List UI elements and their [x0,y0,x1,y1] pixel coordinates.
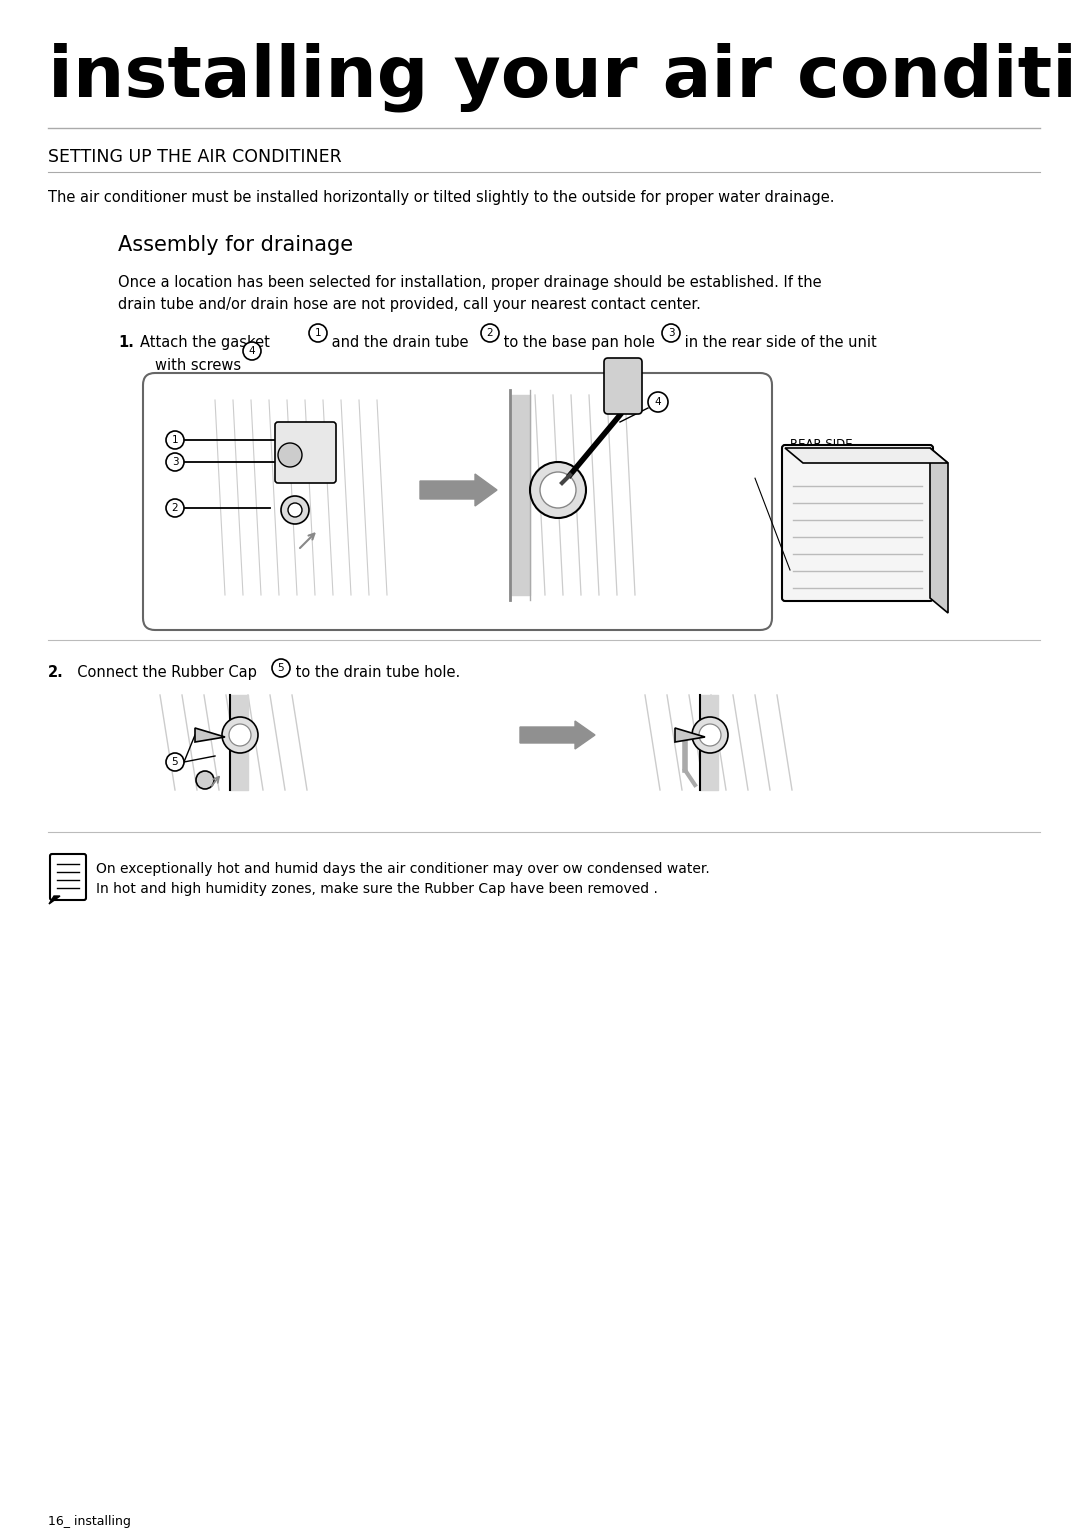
Text: 2: 2 [487,327,494,338]
Text: 5: 5 [172,757,178,767]
FancyArrow shape [519,721,595,750]
Polygon shape [785,448,948,464]
Circle shape [272,659,291,676]
Text: 16_ installing: 16_ installing [48,1515,131,1528]
Polygon shape [195,728,225,742]
Circle shape [481,324,499,343]
Text: to the base pan hole: to the base pan hole [499,335,654,350]
Text: 4: 4 [654,396,661,407]
FancyBboxPatch shape [604,358,642,415]
Text: with screws: with screws [156,358,241,373]
Text: Attach the gasket: Attach the gasket [140,335,270,350]
Text: In hot and high humidity zones, make sure the Rubber Cap have been removed .: In hot and high humidity zones, make sur… [96,881,658,897]
Circle shape [692,718,728,753]
Text: in the rear side of the unit: in the rear side of the unit [680,335,877,350]
Text: 2: 2 [172,503,178,513]
Text: Assembly for drainage: Assembly for drainage [118,236,353,256]
Polygon shape [930,448,948,614]
Circle shape [662,324,680,343]
FancyBboxPatch shape [275,422,336,483]
Circle shape [195,771,214,789]
Text: 5: 5 [278,662,284,673]
Circle shape [281,496,309,523]
Circle shape [278,444,302,467]
Text: 2.: 2. [48,666,64,679]
Circle shape [699,724,721,747]
Text: to the drain tube hole.: to the drain tube hole. [291,666,460,679]
FancyArrow shape [420,474,497,506]
Text: Connect the Rubber Cap: Connect the Rubber Cap [68,666,257,679]
Text: drain tube and/or drain hose are not provided, call your nearest contact center.: drain tube and/or drain hose are not pro… [118,297,701,312]
Circle shape [166,753,184,771]
Text: Once a location has been selected for installation, proper drainage should be es: Once a location has been selected for in… [118,275,822,291]
Circle shape [229,724,251,747]
Text: 3: 3 [667,327,674,338]
Circle shape [530,462,586,519]
Circle shape [648,392,669,412]
Text: 1.: 1. [118,335,134,350]
Circle shape [166,453,184,471]
Polygon shape [675,728,705,742]
Text: 1: 1 [172,435,178,445]
Text: 1: 1 [314,327,322,338]
Circle shape [309,324,327,343]
Circle shape [243,343,261,360]
Text: REAR SIDE: REAR SIDE [789,438,852,451]
Text: and the drain tube: and the drain tube [327,335,469,350]
Polygon shape [49,897,60,904]
Text: 3: 3 [172,457,178,467]
Text: The air conditioner must be installed horizontally or tilted slightly to the out: The air conditioner must be installed ho… [48,190,835,205]
Circle shape [222,718,258,753]
Circle shape [288,503,302,517]
Circle shape [166,499,184,517]
Circle shape [540,471,576,508]
FancyBboxPatch shape [50,854,86,900]
Circle shape [166,431,184,448]
Text: On exceptionally hot and humid days the air conditioner may over ow condensed wa: On exceptionally hot and humid days the … [96,861,710,877]
FancyBboxPatch shape [143,373,772,630]
Text: SETTING UP THE AIR CONDITINER: SETTING UP THE AIR CONDITINER [48,148,341,165]
Text: installing your air conditioner: installing your air conditioner [48,41,1080,112]
FancyBboxPatch shape [782,445,933,601]
Text: 4: 4 [248,346,255,356]
